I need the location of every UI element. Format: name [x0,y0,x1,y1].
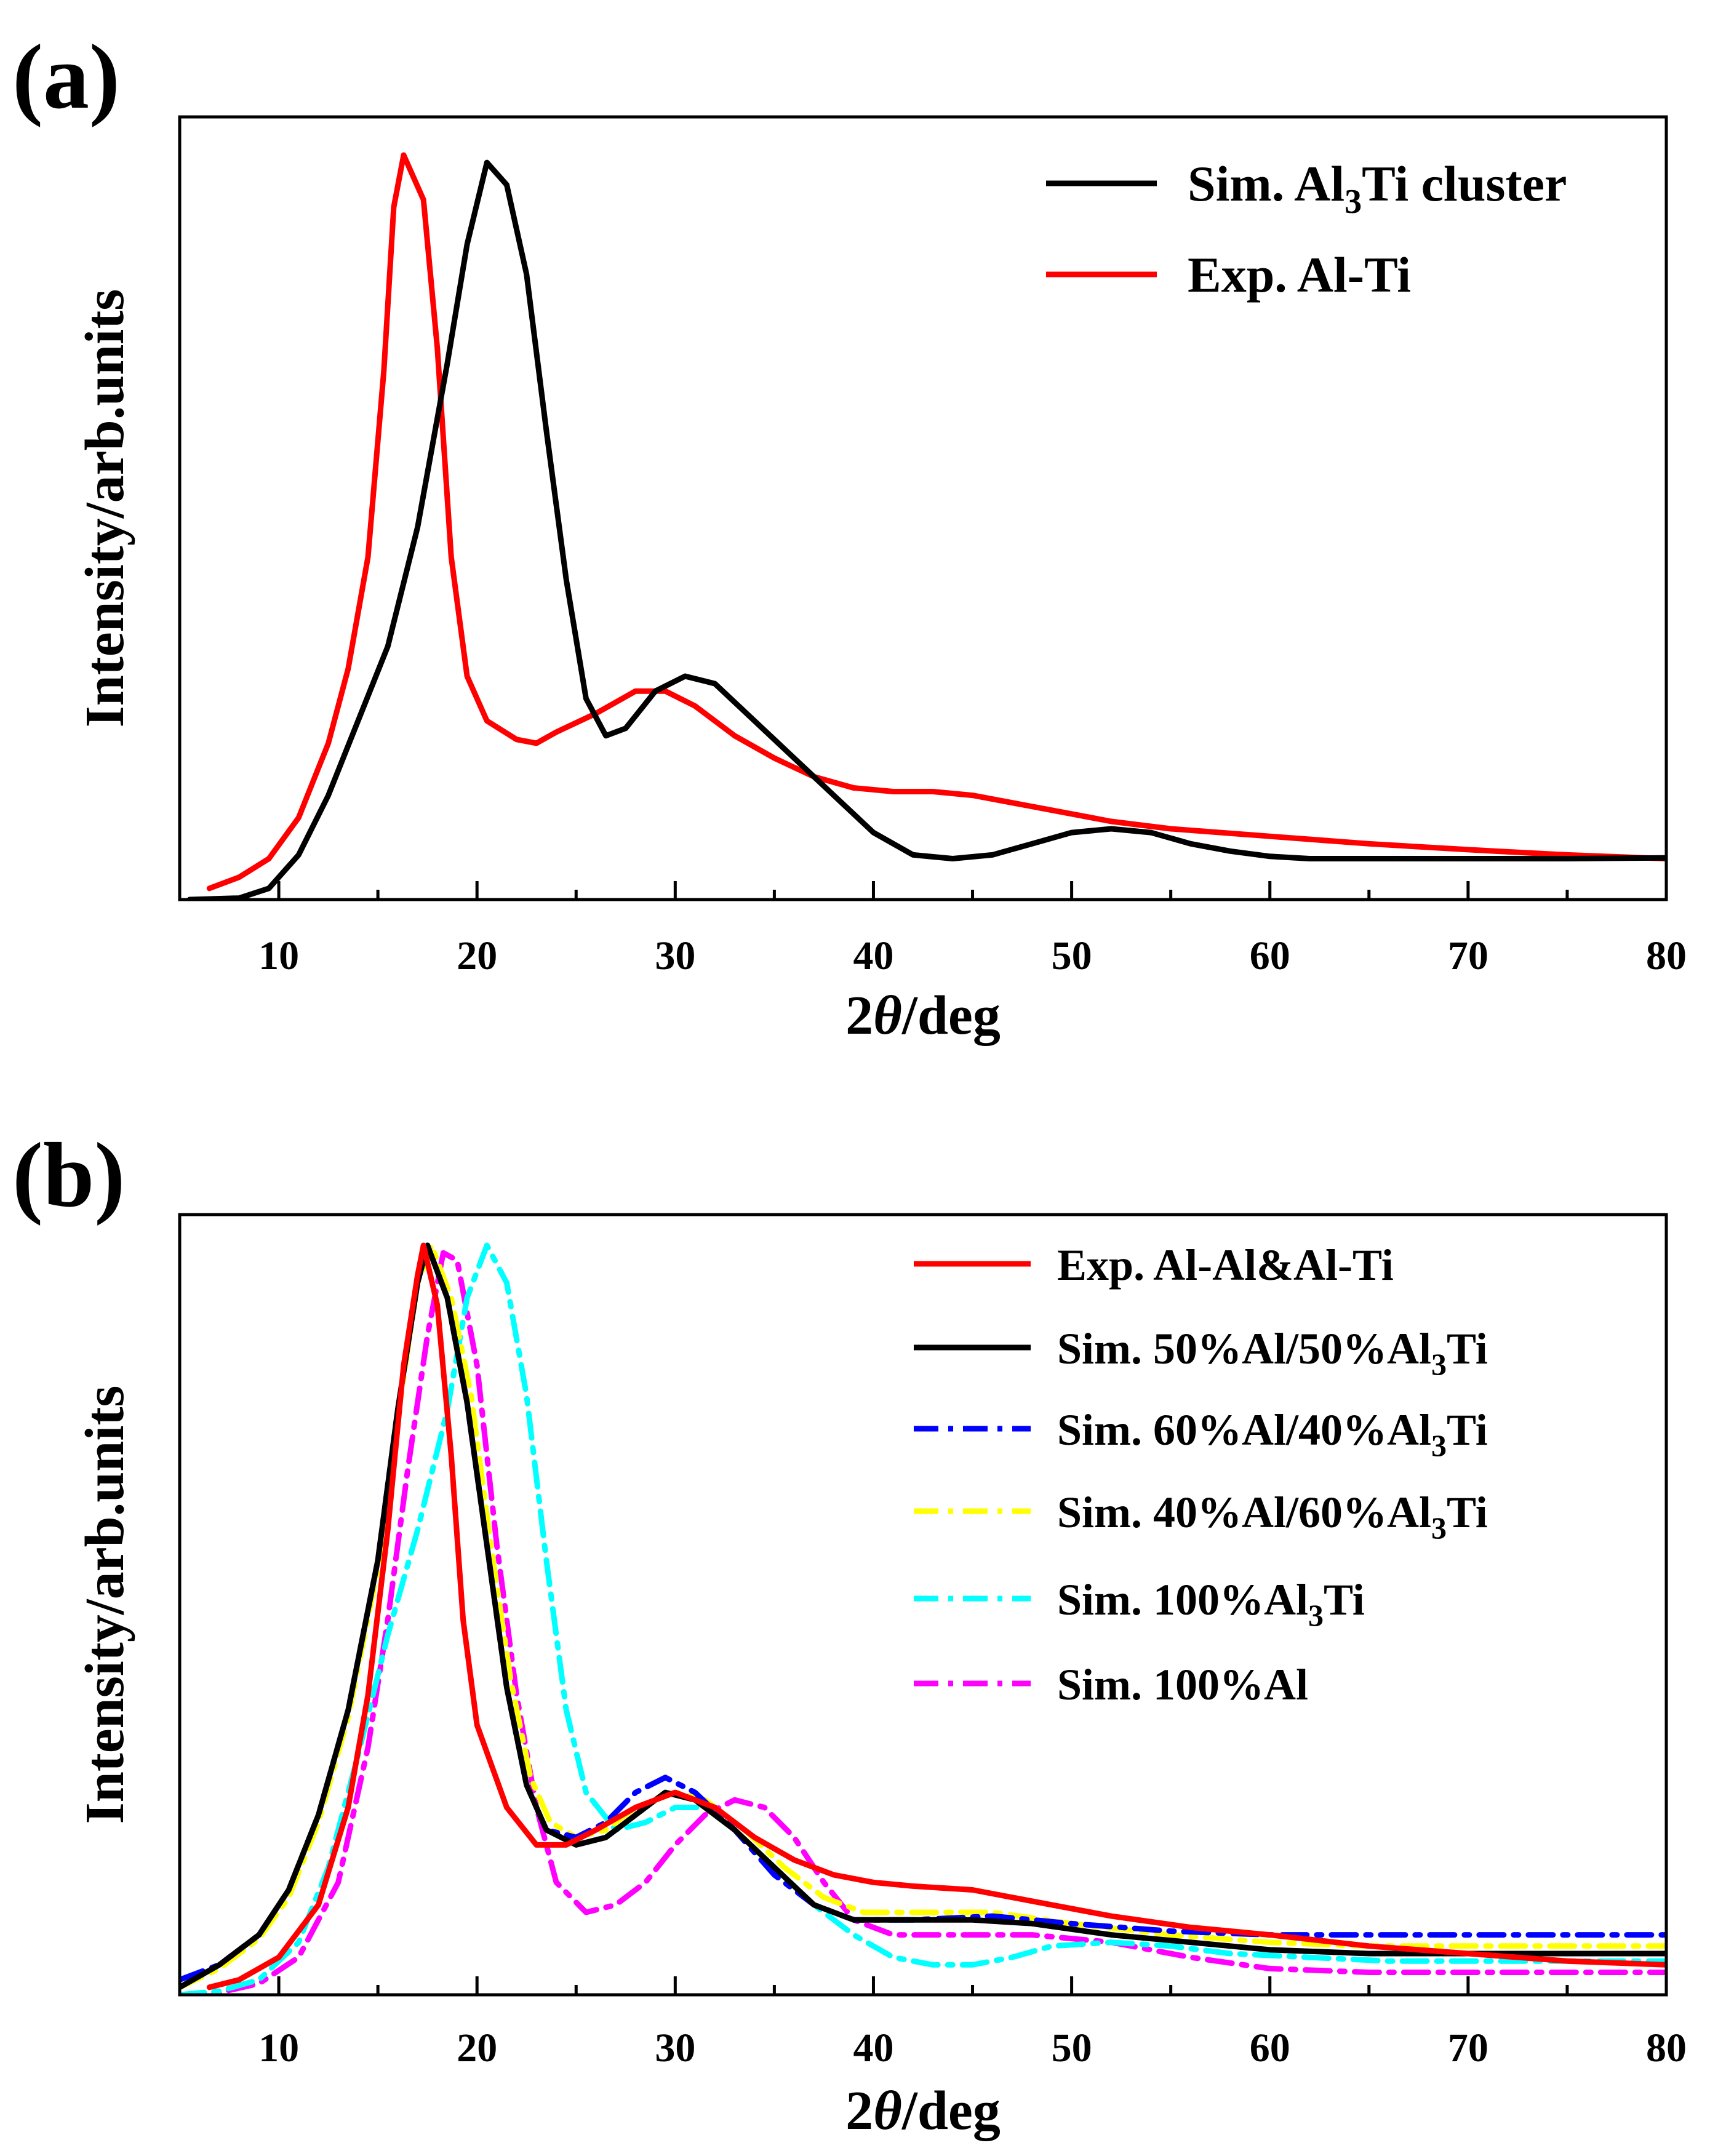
x-tick-label: 70 [1448,2026,1488,2070]
x-tick-label: 20 [457,2026,497,2070]
panel-a: (a) 10 20 30 40 50 60 70 80 2θ/deg Intensity/ar… [12,26,1687,1046]
series-line-exp-al-ti [206,152,1666,892]
panel-b-plot-area [180,1242,1666,1995]
panel-b-frame [178,1213,1668,1997]
panel-a-plot-area [186,152,1666,900]
x-tick-label: 40 [853,933,893,978]
x-tick-label: 60 [1250,933,1290,978]
legend-label-sim-60al-40al3ti: Sim. 60%Al/40%Al3Ti [1057,1405,1488,1463]
panel-b: (b) 10 20 30 40 50 60 70 80 2θ/deg Intensity/ar… [12,1124,1687,2141]
legend-label-sim-40al-60al3ti: Sim. 40%Al/60%Al3Ti [1057,1488,1488,1545]
x-tick-label: 30 [655,2026,695,2070]
x-tick-label: 80 [1646,2026,1687,2070]
x-tick-label: 40 [853,2026,893,2070]
x-tick-label: 50 [1052,2026,1092,2070]
x-tick-label: 60 [1250,2026,1290,2070]
panel-a-label: (a) [12,26,120,128]
legend-label-sim-al3ti-cluster: Sim. Al3Ti cluster [1188,156,1567,221]
x-tick-label: 20 [457,933,497,978]
x-tick-label: 10 [258,2026,299,2070]
panel-b-x-axis-title: 2θ/deg [845,2080,1001,2141]
panel-b-y-axis-title: Intensity/arb.units [74,1386,135,1824]
legend-label-sim-50al-50al3ti: Sim. 50%Al/50%Al3Ti [1057,1324,1488,1381]
x-tick-label: 80 [1646,933,1687,978]
panel-a-x-ticks: 10 20 30 40 50 60 70 80 [178,881,1687,978]
panel-b-x-ticks: 10 20 30 40 50 60 70 80 [178,1976,1687,2070]
panel-a-legend: Sim. Al3Ti cluster Exp. Al-Ti [1046,156,1567,303]
x-tick-label: 50 [1052,933,1092,978]
x-tick-label: 10 [258,933,299,978]
legend-label-sim-100al: Sim. 100%Al [1057,1660,1308,1709]
series-line-exp-al-al-al-ti [206,1242,1666,1990]
legend-label-sim-100al3ti: Sim. 100%Al3Ti [1057,1575,1365,1632]
panel-a-frame [178,115,1668,901]
panel-b-legend: Exp. Al-Al&Al-Ti Sim. 50%Al/50%Al3Ti Sim… [914,1240,1488,1709]
series-line-sim-50-al-50-al3ti [180,1242,1666,1990]
legend-label-exp-al-al-al-ti: Exp. Al-Al&Al-Ti [1057,1240,1394,1290]
panel-a-x-axis-title: 2θ/deg [845,985,1001,1046]
x-tick-label: 30 [655,933,695,978]
panel-b-label: (b) [12,1124,125,1226]
series-line-sim-al3ti-cluster [186,159,1666,900]
x-tick-label: 70 [1448,933,1488,978]
series-line-sim-100-al3ti [180,1242,1666,1995]
panel-a-y-axis-title: Intensity/arb.units [74,289,135,728]
legend-label-exp-al-ti: Exp. Al-Ti [1188,247,1411,303]
